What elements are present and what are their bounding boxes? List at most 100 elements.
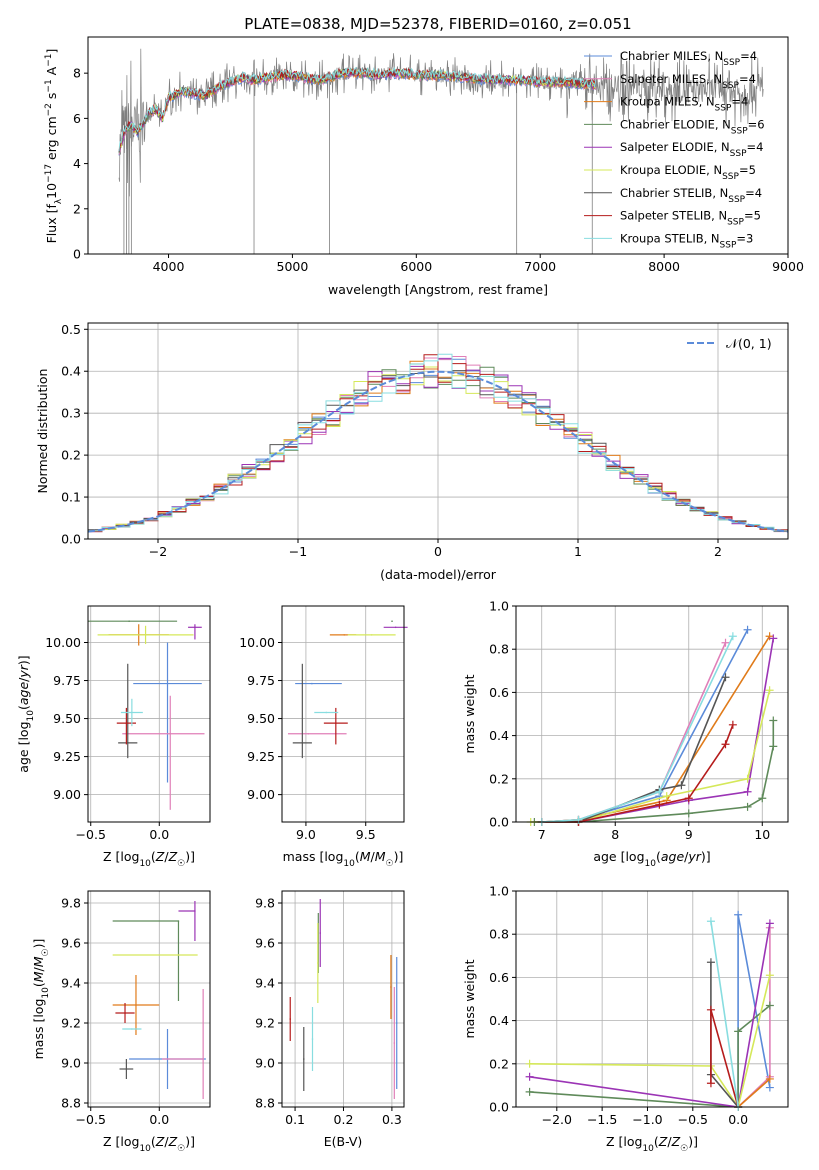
y-tick-label: 0.4 [489, 1013, 509, 1028]
y-tick-label: 1.0 [489, 599, 509, 614]
x-axis-label: E(B-V) [324, 1134, 363, 1149]
x-tick-label: −2.0 [542, 1112, 572, 1127]
series-line [530, 690, 771, 823]
series-marker [728, 632, 737, 641]
label-part: Z [671, 1134, 681, 1149]
series-marker [758, 794, 767, 803]
x-axis-label: wavelength [Angstrom, rest frame] [328, 282, 548, 297]
label-part: ☉ [41, 948, 51, 956]
label-part: / [164, 1134, 169, 1149]
data-point [125, 1068, 128, 1070]
label-part: / [371, 849, 376, 864]
series-marker [684, 794, 693, 803]
y-tick-label: 0.0 [489, 1100, 509, 1115]
series-marker [706, 1005, 715, 1014]
data-point [302, 1058, 305, 1060]
label-part: 10 [44, 183, 59, 199]
series-marker [525, 1087, 534, 1096]
histogram-step [87, 353, 788, 539]
series-marker [706, 958, 715, 967]
data-point [135, 1004, 137, 1006]
series-marker [684, 809, 693, 818]
data-point [325, 711, 328, 714]
label-part: SSP [720, 240, 737, 250]
y-tick-label: 9.25 [53, 749, 81, 764]
y-tick-label: 6 [73, 111, 81, 126]
series-marker [769, 742, 778, 751]
y-tick-label: 9.50 [53, 711, 81, 726]
series-line [541, 629, 749, 823]
label-part: −1 [44, 54, 54, 67]
y-tick-label: 0.8 [489, 642, 509, 657]
label-part: Flux [f [44, 204, 59, 244]
label-part: Salpeter STELIB, N [620, 209, 727, 223]
label-part: 10 [645, 859, 657, 869]
data-point [169, 732, 172, 735]
label-part: Z [155, 1134, 165, 1149]
series-marker [706, 917, 715, 926]
figure-title: PLATE=0838, MJD=52378, FIBERID=0160, z=0… [244, 15, 631, 33]
label-part: Chabrier STELIB, N [620, 186, 728, 200]
label-part: ( [31, 982, 46, 987]
y-tick-label: 8 [73, 66, 81, 81]
label-part: / [684, 849, 689, 864]
label-part: ( [656, 849, 661, 864]
series-line [529, 975, 771, 1109]
x-tick-label: 7000 [524, 259, 556, 274]
legend-label: Chabrier MILES, NSSP=4 [620, 49, 757, 68]
label-part: )] [688, 1134, 698, 1149]
legend-label: Salpeter ELODIE, NSSP=4 [620, 140, 763, 159]
x-tick-label: 0.0 [149, 1112, 169, 1127]
y-axis-label: age [log10(age/yr)] [16, 655, 36, 772]
x-tick-label: 9.0 [296, 827, 316, 842]
label-part: age [16, 682, 31, 706]
series-line [737, 1078, 771, 1108]
x-tick-label: 0 [434, 544, 442, 559]
x-tick-label: 6000 [400, 259, 432, 274]
data-point [395, 1022, 398, 1024]
label-part: / [16, 677, 31, 682]
label-part: 10 [642, 1144, 654, 1154]
axes-frame [515, 605, 789, 823]
y-tick-label: 10.00 [45, 635, 81, 650]
spectrum-plot: 4000 5000 6000 7000 8000 9000 0 2 4 6 8 wavelength … [44, 36, 804, 297]
x-tick-label: 0.1 [285, 1112, 305, 1127]
label-part: =4 [731, 95, 748, 109]
label-part: −17 [44, 164, 54, 183]
y-axis-label: mass [log10(M/M☉)] [31, 939, 51, 1060]
x-tick-label: 8000 [648, 259, 680, 274]
label-part: =4 [739, 72, 756, 86]
spectrum-lines [118, 48, 764, 254]
data-point [166, 682, 169, 685]
data-point [202, 1058, 204, 1060]
x-tick-label: 9 [685, 827, 693, 842]
data-point [311, 1038, 314, 1040]
series-marker [765, 1001, 774, 1010]
label-part: =4 [747, 140, 764, 154]
label-part: ( [654, 1134, 659, 1149]
data-point [301, 742, 304, 744]
y-tick-label: 0.1 [61, 490, 81, 505]
series-marker [655, 787, 664, 796]
legend-label: Chabrier ELODIE, NSSP=6 [620, 117, 765, 136]
label-part: erg cm [44, 116, 59, 164]
x-axis-label: age [log10(age/yr)] [593, 849, 710, 869]
y-tick-label: 9.75 [247, 673, 275, 688]
label-part: yr [16, 664, 31, 678]
label-part: Kroupa STELIB, N [620, 231, 720, 245]
x-tick-label: 0.0 [728, 1112, 748, 1127]
label-part: M [375, 849, 386, 864]
label-part: =5 [744, 209, 761, 223]
data-point [307, 732, 310, 735]
y-tick-label: 0.3 [61, 406, 81, 421]
label-part: Z [168, 849, 178, 864]
series-line [541, 635, 734, 823]
y-tick-label: 0.2 [489, 771, 509, 786]
label-part: 10 [139, 1144, 151, 1154]
label-part: mass [log [31, 999, 46, 1060]
label-part: A [44, 66, 59, 79]
axes-frame [87, 890, 211, 1108]
label-part: / [667, 1134, 672, 1149]
y-tick-label: 0.0 [61, 532, 81, 547]
label-part: age [log [16, 721, 31, 772]
